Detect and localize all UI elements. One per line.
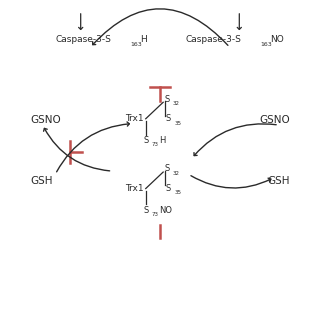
Text: NO: NO xyxy=(270,35,284,44)
Text: GSH: GSH xyxy=(30,176,52,186)
Text: S: S xyxy=(166,184,171,193)
Text: 32: 32 xyxy=(173,171,180,176)
Text: GSH: GSH xyxy=(268,176,290,186)
Text: GSNO: GSNO xyxy=(259,115,290,125)
Text: 73: 73 xyxy=(152,212,159,217)
Text: 73: 73 xyxy=(152,142,159,147)
Text: H: H xyxy=(159,136,165,145)
Text: S: S xyxy=(164,95,169,104)
Text: S: S xyxy=(166,114,171,123)
Text: Caspase-3-S: Caspase-3-S xyxy=(55,35,111,44)
Text: 32: 32 xyxy=(173,101,180,106)
Text: GSNO: GSNO xyxy=(30,115,61,125)
Text: 163: 163 xyxy=(130,42,142,47)
Text: S: S xyxy=(143,206,148,215)
Text: 35: 35 xyxy=(174,121,181,126)
Text: Trx1: Trx1 xyxy=(125,184,144,193)
Text: NO: NO xyxy=(159,206,172,215)
Text: 163: 163 xyxy=(260,42,272,47)
Text: S: S xyxy=(164,164,169,173)
Text: S: S xyxy=(143,136,148,145)
Text: 35: 35 xyxy=(174,190,181,196)
Text: Caspase-3-S: Caspase-3-S xyxy=(185,35,241,44)
Text: H: H xyxy=(140,35,147,44)
Text: Trx1: Trx1 xyxy=(125,114,144,123)
